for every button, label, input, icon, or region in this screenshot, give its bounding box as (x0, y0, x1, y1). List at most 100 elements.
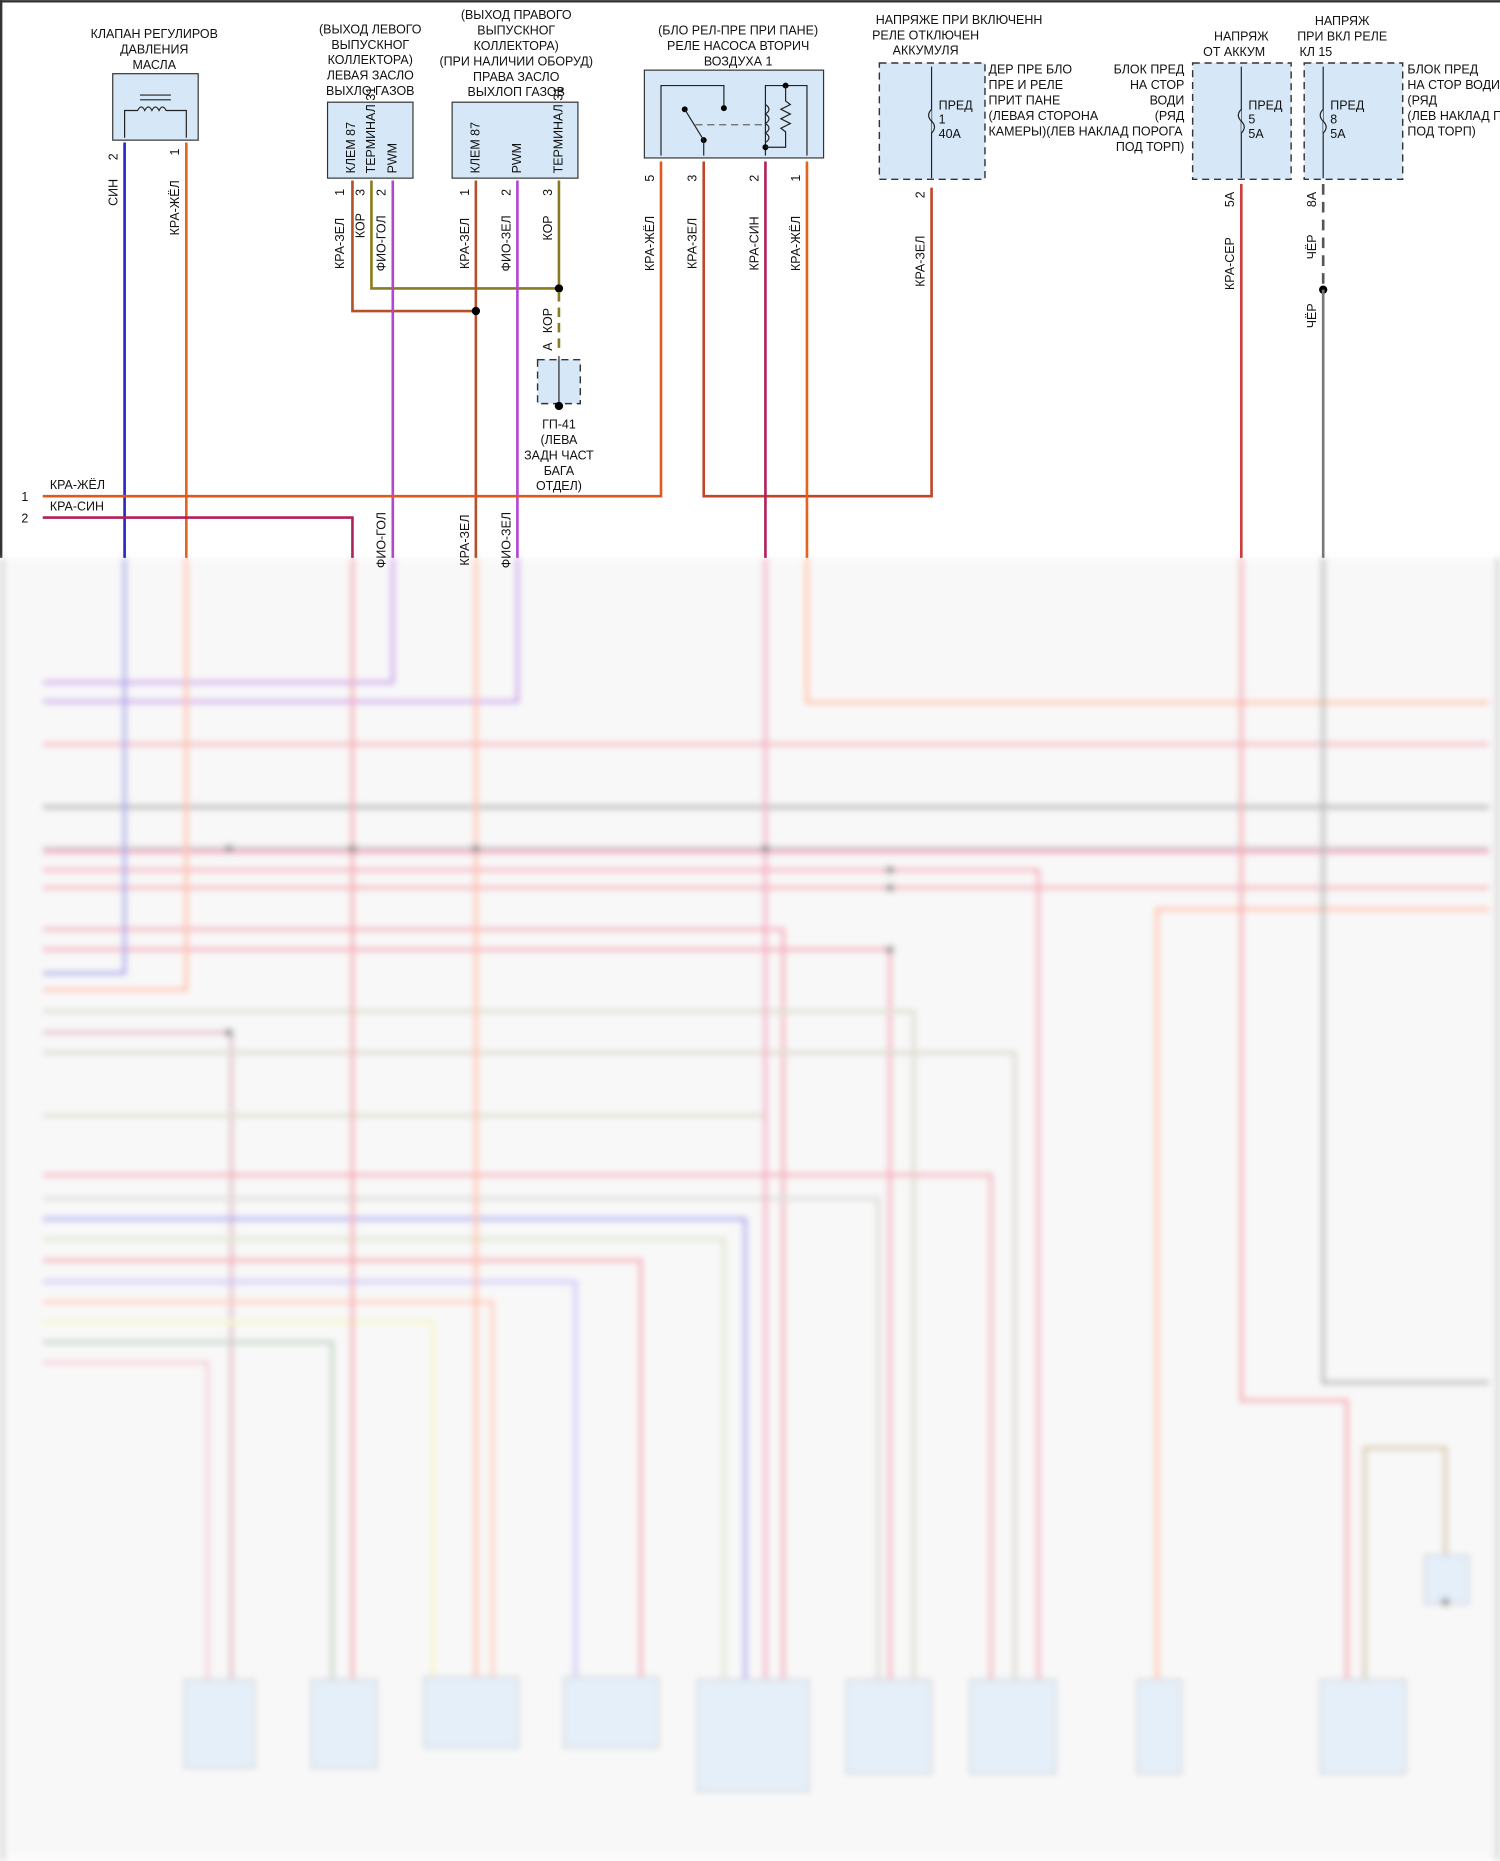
fuse-label: ПРЕД (1248, 98, 1283, 112)
relay-box (643, 69, 825, 159)
title-line: ВЫПУСКНОГ (477, 24, 555, 38)
fuse-40a: НАПРЯЖЕ ПРИ ВКЛЮЧЕНН РЕЛЕ ОТКЛЮЧЕН АККУМ… (872, 13, 1183, 287)
title-line: ВЫХЛОП ГАЗОВ (468, 85, 565, 99)
pin-label: 3 (686, 175, 700, 182)
fuse-label: ПРЕД (939, 98, 974, 112)
ground-point-gp41: КОР A ГП-41 (ЛЕВА ЗАДН ЧАСТ БАГА ОТДЕЛ) (524, 292, 594, 493)
wire-label: ФИО-ЗЕЛ (499, 512, 513, 568)
ground-label: ГП-41 (542, 418, 576, 432)
fuse-label: 5А (1330, 127, 1346, 141)
wire-label: КРА-СЕР (1223, 237, 1237, 290)
solenoid-coil-icon (124, 94, 187, 138)
fuse-8: НАПРЯЖ ПРИ ВКЛ РЕЛЕ КЛ 15 ПРЕД 8 5А БЛОК… (1297, 14, 1500, 328)
blurred-splice-dot (471, 843, 481, 854)
pin-label: 1 (789, 175, 803, 182)
location-line: БЛОК ПРЕД (1114, 63, 1185, 77)
wire-label: КРА-ЖЁЛ (168, 180, 182, 235)
wire-red-green (702, 161, 933, 498)
blurred-component (423, 1676, 520, 1749)
blurred-wire (1238, 557, 1350, 1680)
pin-label: 2 (106, 153, 120, 160)
title-line: (БЛО РЕЛ-ПРЕ ПРИ ПАНЕ) (658, 24, 818, 38)
fuse-box (1303, 62, 1404, 181)
pin-label: 8А (1305, 191, 1319, 207)
blurred-wire (42, 1360, 211, 1680)
pin-label: 2 (375, 189, 389, 196)
fuse-5: НАПРЯЖ ОТ АККУМ БЛОК ПРЕД НА СТОР ВОДИ (… (1114, 29, 1292, 290)
title-line: НАПРЯЖ (1315, 14, 1370, 28)
wire-label: ФИО-ГОЛ (375, 215, 389, 271)
title-line: (ПРИ НАЛИЧИИ ОБОРУД) (439, 54, 593, 68)
pin-label: 5А (1223, 191, 1237, 207)
wire-label: КОР (353, 213, 367, 238)
ground-icon (554, 401, 564, 411)
location-line: ПРЕ И РЕЛЕ (989, 78, 1064, 92)
relay-switch-icon (660, 84, 766, 156)
title-line: ПРИ ВКЛ РЕЛЕ (1297, 29, 1387, 43)
terminal-label: КЛЕМ 87 (344, 122, 358, 173)
blurred-splice-dot (224, 1027, 234, 1038)
wire-label: КРА-ЗЕЛ (458, 218, 472, 269)
blurred-background (0, 557, 1500, 1861)
title-line: КЛАПАН РЕГУЛИРОВ (91, 27, 218, 41)
blurred-wire (42, 1050, 1018, 1680)
blurred-splice-dot (885, 865, 895, 875)
fuse-icon (1319, 108, 1327, 134)
terminal-label: ТЕРМИНАЛ 31 (364, 87, 378, 174)
location-line: (РЯД (1407, 94, 1437, 108)
blurred-component (563, 1676, 660, 1749)
blurred-component (696, 1678, 810, 1793)
wire-label: КОР (541, 215, 555, 240)
title-line: (ВЫХОД ПРАВОГО (461, 8, 572, 22)
blurred-component (968, 1678, 1057, 1775)
title-line: ВЫХЛО ГАЗОВ (326, 84, 414, 98)
wire-label: КРА-ЖЁЛ (50, 478, 105, 492)
fuse-label: 5А (1248, 127, 1264, 141)
blurred-splice-dot (347, 843, 358, 854)
blurred-wire (1154, 906, 1490, 1680)
pin-label: 3 (353, 189, 367, 196)
blurred-wire (42, 926, 786, 1680)
blurred-wire (42, 1236, 727, 1680)
wire-label: КРА-ЗЕЛ (913, 236, 927, 287)
flap-box (451, 101, 579, 179)
terminal-label: КЛЕМ 87 (468, 122, 482, 173)
blurred-component (1319, 1678, 1407, 1775)
pin-label: 1 (333, 189, 347, 196)
wire-label: ФИО-ЗЕЛ (499, 215, 513, 271)
blurred-wire (42, 1299, 495, 1680)
location-line: (ЛЕВАЯ СТОРОНА (989, 109, 1099, 123)
blurred-component (845, 1678, 933, 1775)
wire-label: КРА-ЗЕЛ (458, 514, 472, 565)
blurred-component (183, 1678, 256, 1769)
fuse-label: 1 (939, 113, 946, 127)
title-line: АККУМУЛЯ (893, 44, 959, 58)
title-line: ВЫПУСКНОГ (331, 38, 409, 52)
title-line: ВОЗДУХА 1 (704, 54, 773, 68)
title-line: РЕЛЕ НАСОСА ВТОРИЧ (667, 39, 809, 53)
ground-label: ЗАДН ЧАСТ (524, 448, 594, 462)
fuse-label: 8 (1330, 113, 1337, 127)
blurred-component (310, 1678, 378, 1769)
blurred-splice-dot (224, 843, 234, 854)
location-line: ВОДИ (1150, 94, 1185, 108)
title-line: (ВЫХОД ЛЕВОГО (319, 22, 422, 36)
blurred-wire (42, 557, 520, 704)
wire-brown (370, 180, 559, 290)
side-connector-1: 1 КРА-ЖЁЛ (21, 478, 105, 504)
location-line: НА СТОР ВОДИ (1407, 78, 1500, 92)
blurred-wire (1362, 1445, 1448, 1680)
location-line: БЛОК ПРЕД (1407, 63, 1478, 77)
wire-label: КОР (541, 308, 555, 333)
title-line: ОТ АККУМ (1203, 45, 1265, 59)
fuse-label: ПРЕД (1330, 98, 1365, 112)
side-connector-2: 2 КРА-СИН (21, 499, 104, 525)
blurred-splice-dot (760, 843, 771, 854)
splice-dot (554, 284, 564, 293)
fuse-label: 40А (939, 127, 962, 141)
title-line: ЛЕВАЯ ЗАСЛО (327, 69, 414, 83)
blurred-wire (42, 1339, 335, 1680)
pin-label: 2 (499, 189, 513, 196)
wire-label: КРА-ЗЕЛ (686, 218, 700, 269)
blurred-lower-diagram (0, 557, 1500, 1861)
